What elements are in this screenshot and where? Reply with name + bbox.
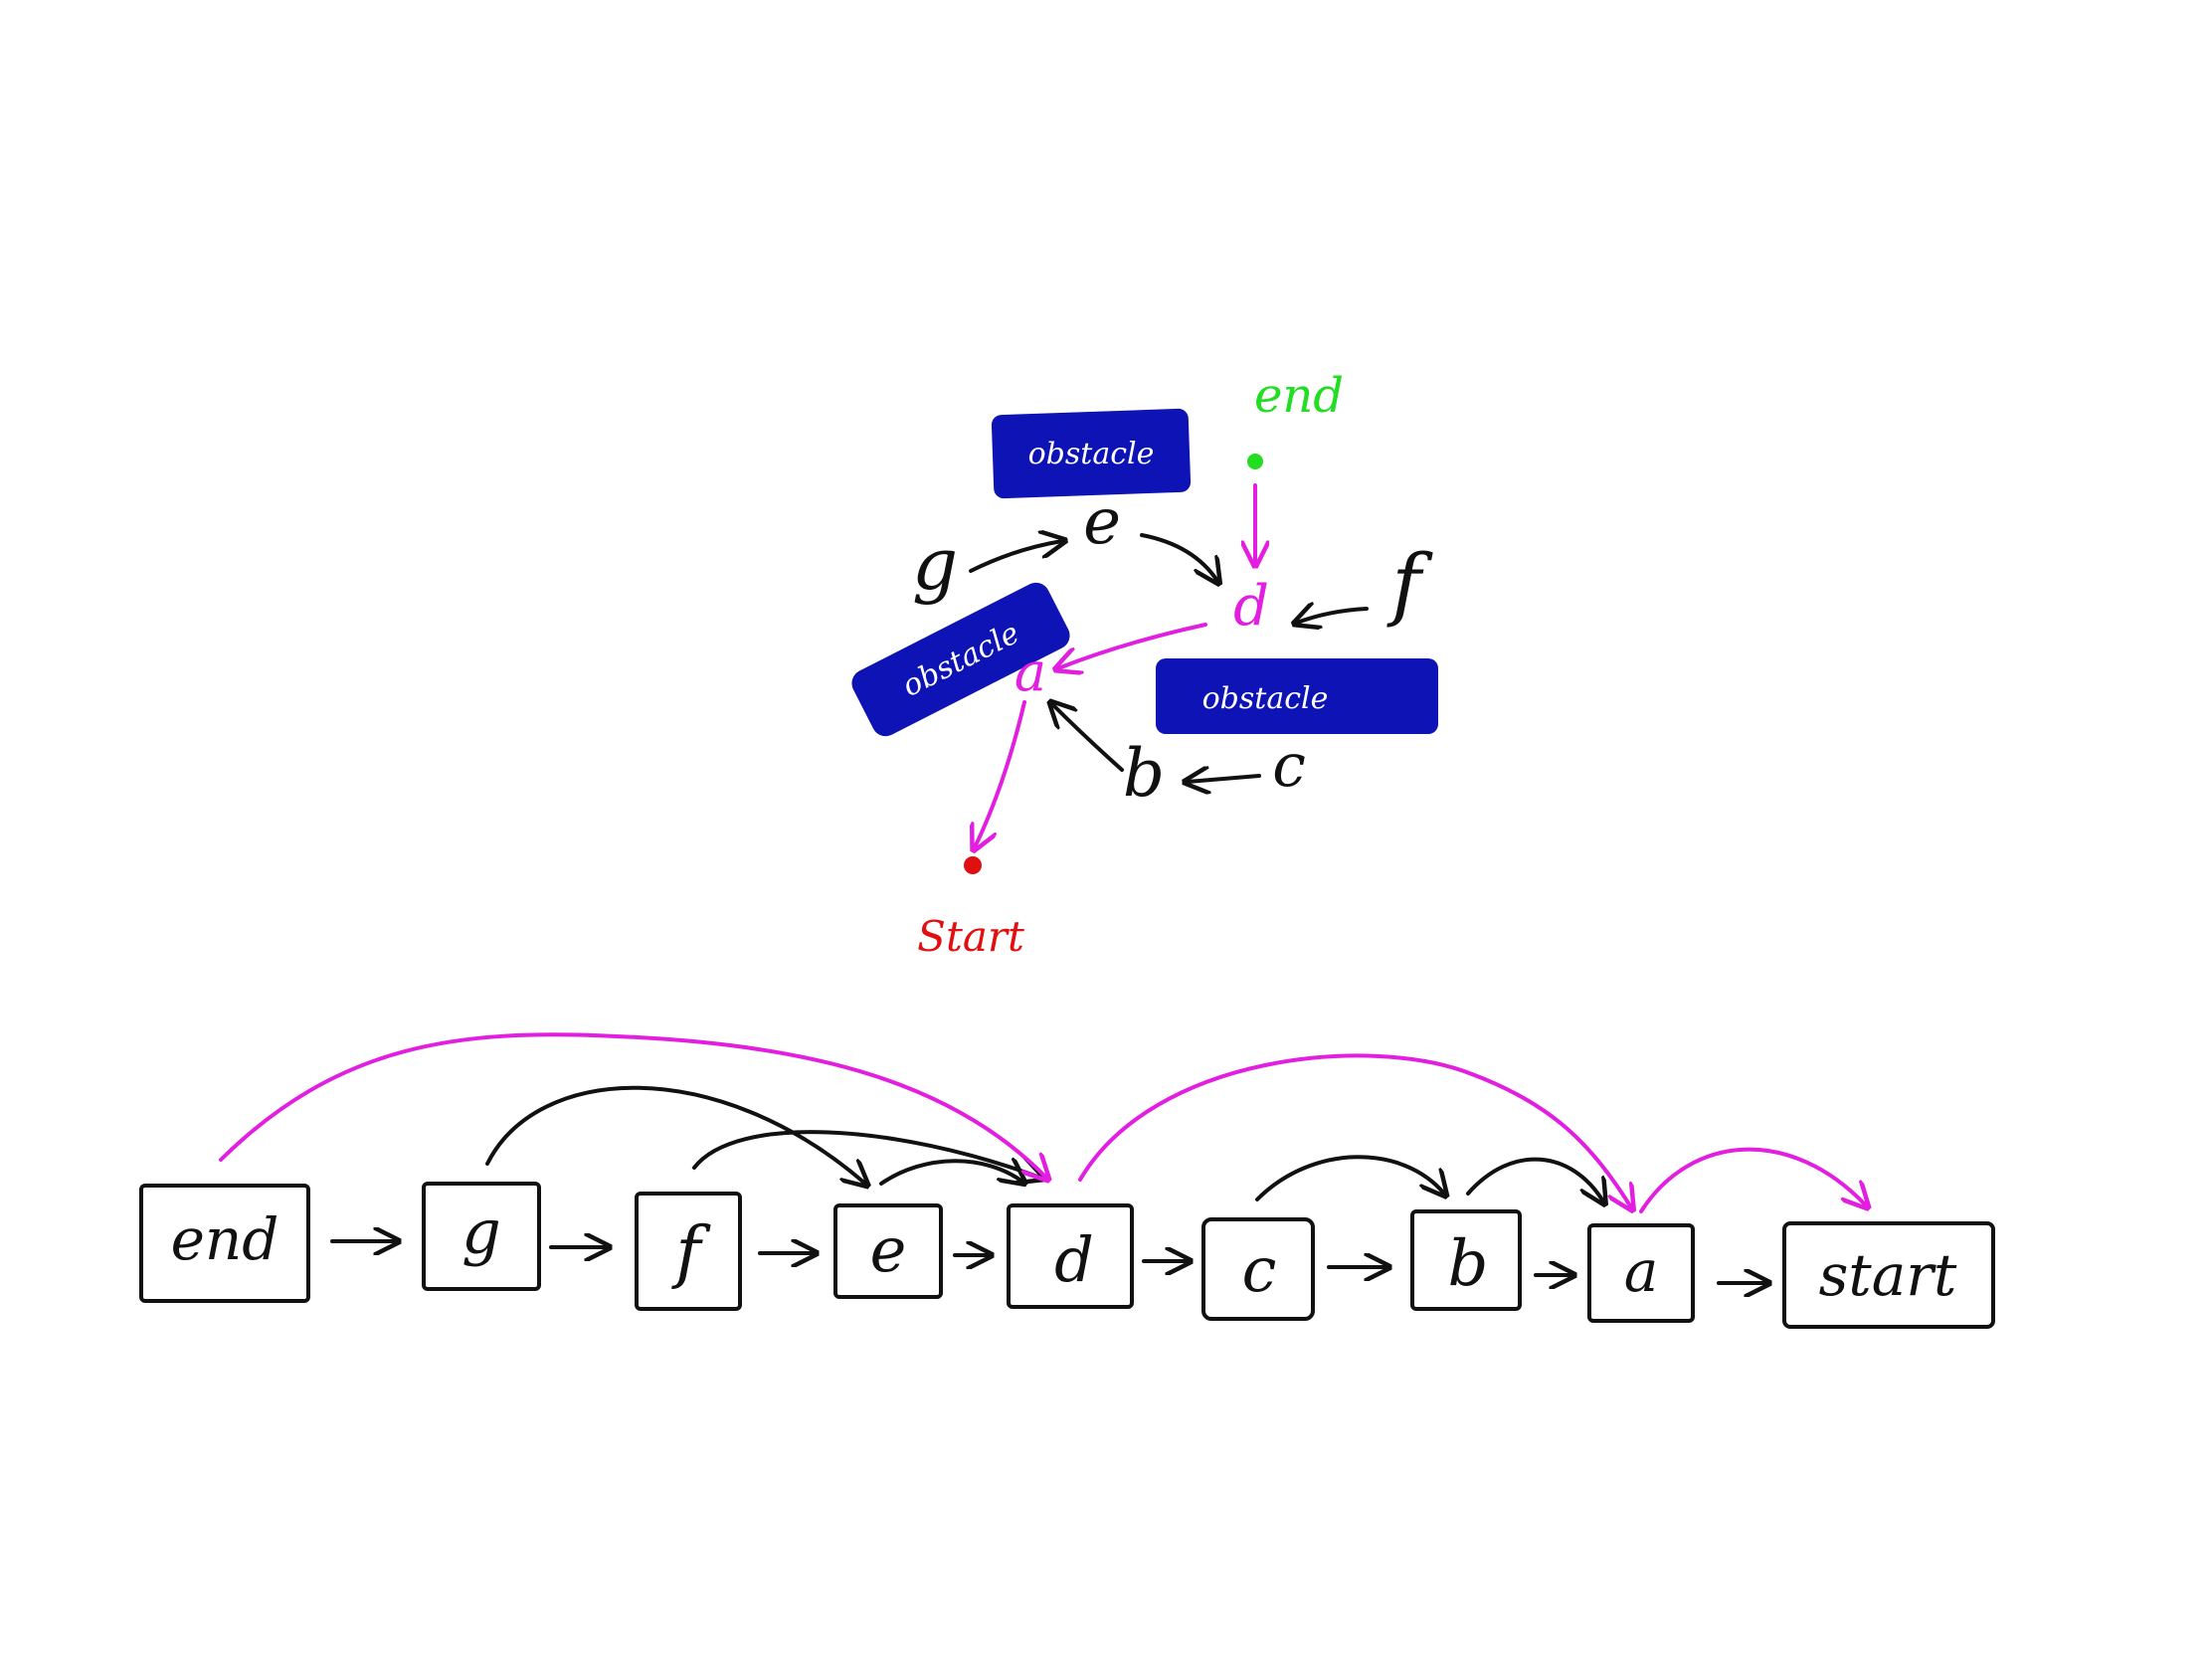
path-arc-end-to-d	[219, 1032, 1046, 1178]
edge-b-to-a	[1052, 704, 1124, 772]
obstacle-top-shape	[991, 408, 1192, 499]
edge-g-to-e	[969, 541, 1062, 573]
chain-box-start-frame	[1782, 1221, 1995, 1329]
edge-e-to-d	[1140, 533, 1217, 581]
chain-box-end-label: end	[171, 1205, 279, 1273]
skip-arc-f-to-d	[692, 1130, 1040, 1178]
skip-arc-c-to-b	[1255, 1155, 1444, 1199]
chain-box-start-label: start	[1819, 1241, 1957, 1309]
path-edge-d-to-a	[1058, 623, 1207, 668]
skip-arc-e-to-d	[879, 1161, 1022, 1184]
obstacle-top-label: obstacle	[1028, 437, 1155, 471]
obstacle-right-label: obstacle	[1202, 681, 1329, 716]
graph-node-a: a	[1014, 641, 1046, 703]
chain-box-b: b	[1410, 1209, 1522, 1311]
obstacle-left-shape	[851, 582, 1070, 737]
obstacle-right-shape	[1156, 658, 1438, 734]
end-label: end	[1254, 368, 1344, 424]
chain-sketch: end g f e d c b a	[139, 1032, 1995, 1329]
chain-box-g-label: g	[461, 1196, 501, 1268]
chain-box-c: c	[1201, 1217, 1315, 1321]
graph-node-g: g	[912, 522, 958, 606]
start-label: Start	[917, 912, 1024, 961]
chain-box-e-label: e	[870, 1213, 907, 1286]
chain-box-end: end	[139, 1184, 310, 1303]
start-dot	[964, 856, 982, 874]
chain-box-b-frame	[1410, 1209, 1522, 1311]
path-arc-d-to-a	[1078, 1053, 1631, 1207]
graph-sketch: obstacle obstacle obstacle end Start e g…	[851, 368, 1438, 961]
graph-node-c: c	[1272, 731, 1306, 801]
edge-c-to-b	[1188, 776, 1261, 782]
obstacle-top: obstacle	[991, 408, 1192, 499]
chain-box-a-label: a	[1624, 1237, 1659, 1305]
chain-box-f: f	[635, 1192, 742, 1311]
skip-arc-b-to-a	[1466, 1157, 1603, 1201]
obstacle-right: obstacle	[1156, 658, 1438, 734]
chain-box-d-frame	[1007, 1203, 1134, 1309]
chain-box-g: g	[422, 1182, 541, 1291]
chain-box-start: start	[1782, 1221, 1995, 1329]
chain-box-c-frame	[1201, 1217, 1315, 1321]
chain-box-a-frame	[1587, 1223, 1695, 1323]
chain-box-g-frame	[422, 1182, 541, 1291]
skip-arc-g-to-e	[485, 1085, 865, 1184]
chain-box-f-frame	[635, 1192, 742, 1311]
chain-box-d: d	[1007, 1203, 1134, 1309]
edge-f-to-d	[1297, 609, 1369, 623]
chain-box-e-frame	[833, 1203, 943, 1299]
graph-node-d: d	[1233, 574, 1269, 639]
chain-box-end-frame	[139, 1184, 310, 1303]
graph-node-f: f	[1386, 537, 1433, 630]
path-edge-a-to-start	[975, 700, 1026, 847]
chain-box-a: a	[1587, 1223, 1695, 1323]
chain-box-f-label: f	[670, 1213, 711, 1292]
chain-box-b-label: b	[1448, 1227, 1489, 1301]
path-arc-a-to-start	[1639, 1147, 1866, 1213]
graph-node-e: e	[1083, 485, 1121, 559]
chain-box-e: e	[833, 1203, 943, 1299]
chain-box-c-label: c	[1242, 1233, 1277, 1306]
end-dot	[1247, 454, 1263, 469]
graph-node-b: b	[1123, 735, 1165, 812]
chain-box-d-label: d	[1054, 1223, 1094, 1296]
